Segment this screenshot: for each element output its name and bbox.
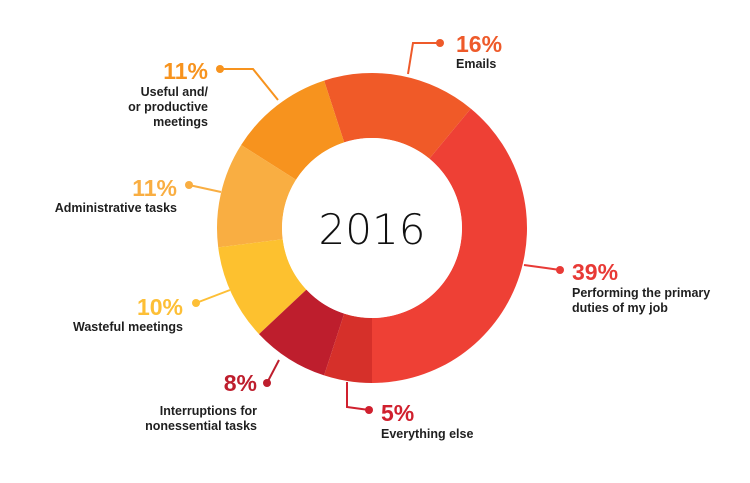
donut-slice-5	[259, 289, 345, 376]
slice-category-label: Interruptions for	[160, 404, 257, 418]
slice-category-label: meetings	[153, 115, 208, 129]
slice-category-label: Emails	[456, 57, 496, 71]
slice-category-label: Performing the primary	[572, 286, 710, 300]
slice-percent-label: 10%	[137, 294, 183, 320]
slice-label-4: 10%Wasteful meetings	[73, 289, 231, 334]
slice-percent-label: 11%	[132, 175, 177, 201]
leader-dot	[192, 299, 200, 307]
donut-slice-6	[324, 313, 372, 383]
leader-line	[523, 264, 561, 271]
leader-line	[266, 359, 280, 384]
slice-label-3: 11%Administrative tasks	[55, 175, 222, 215]
slice-percent-label: 16%	[456, 31, 502, 57]
leader-line	[188, 184, 222, 193]
center-year-label: 2016	[319, 205, 426, 254]
donut-slice-0	[372, 108, 527, 384]
slice-percent-label: 11%	[163, 58, 208, 84]
leader-dot	[365, 406, 373, 414]
slice-category-label: Wasteful meetings	[73, 320, 183, 334]
leader-line	[407, 42, 440, 75]
slice-category-label: Everything else	[381, 427, 473, 441]
leader-dot	[216, 65, 224, 73]
leader-dot	[185, 181, 193, 189]
leader-dot	[436, 39, 444, 47]
slice-percent-label: 8%	[224, 370, 257, 396]
slice-label-6: 5%Everything else	[346, 382, 473, 441]
slice-percent-label: 39%	[572, 259, 618, 285]
leader-line	[220, 68, 279, 101]
leader-line	[195, 289, 231, 304]
leader-line	[346, 382, 370, 411]
slice-category-label: nonessential tasks	[145, 419, 257, 433]
slice-category-label: Useful and/	[141, 85, 209, 99]
donut-slice-2	[241, 80, 345, 180]
donut-slice-1	[324, 73, 471, 159]
slice-category-label: or productive	[128, 100, 208, 114]
donut-slice-4	[218, 239, 307, 335]
slice-category-label: duties of my job	[572, 301, 668, 315]
slice-percent-label: 5%	[381, 400, 414, 426]
slice-category-label: Administrative tasks	[55, 201, 177, 215]
leader-dot	[556, 266, 564, 274]
leader-dot	[263, 379, 271, 387]
donut-hole	[282, 138, 462, 318]
slice-label-1: 16%Emails	[407, 31, 502, 75]
donut-slices	[217, 73, 527, 384]
donut-slice-3	[217, 144, 297, 248]
